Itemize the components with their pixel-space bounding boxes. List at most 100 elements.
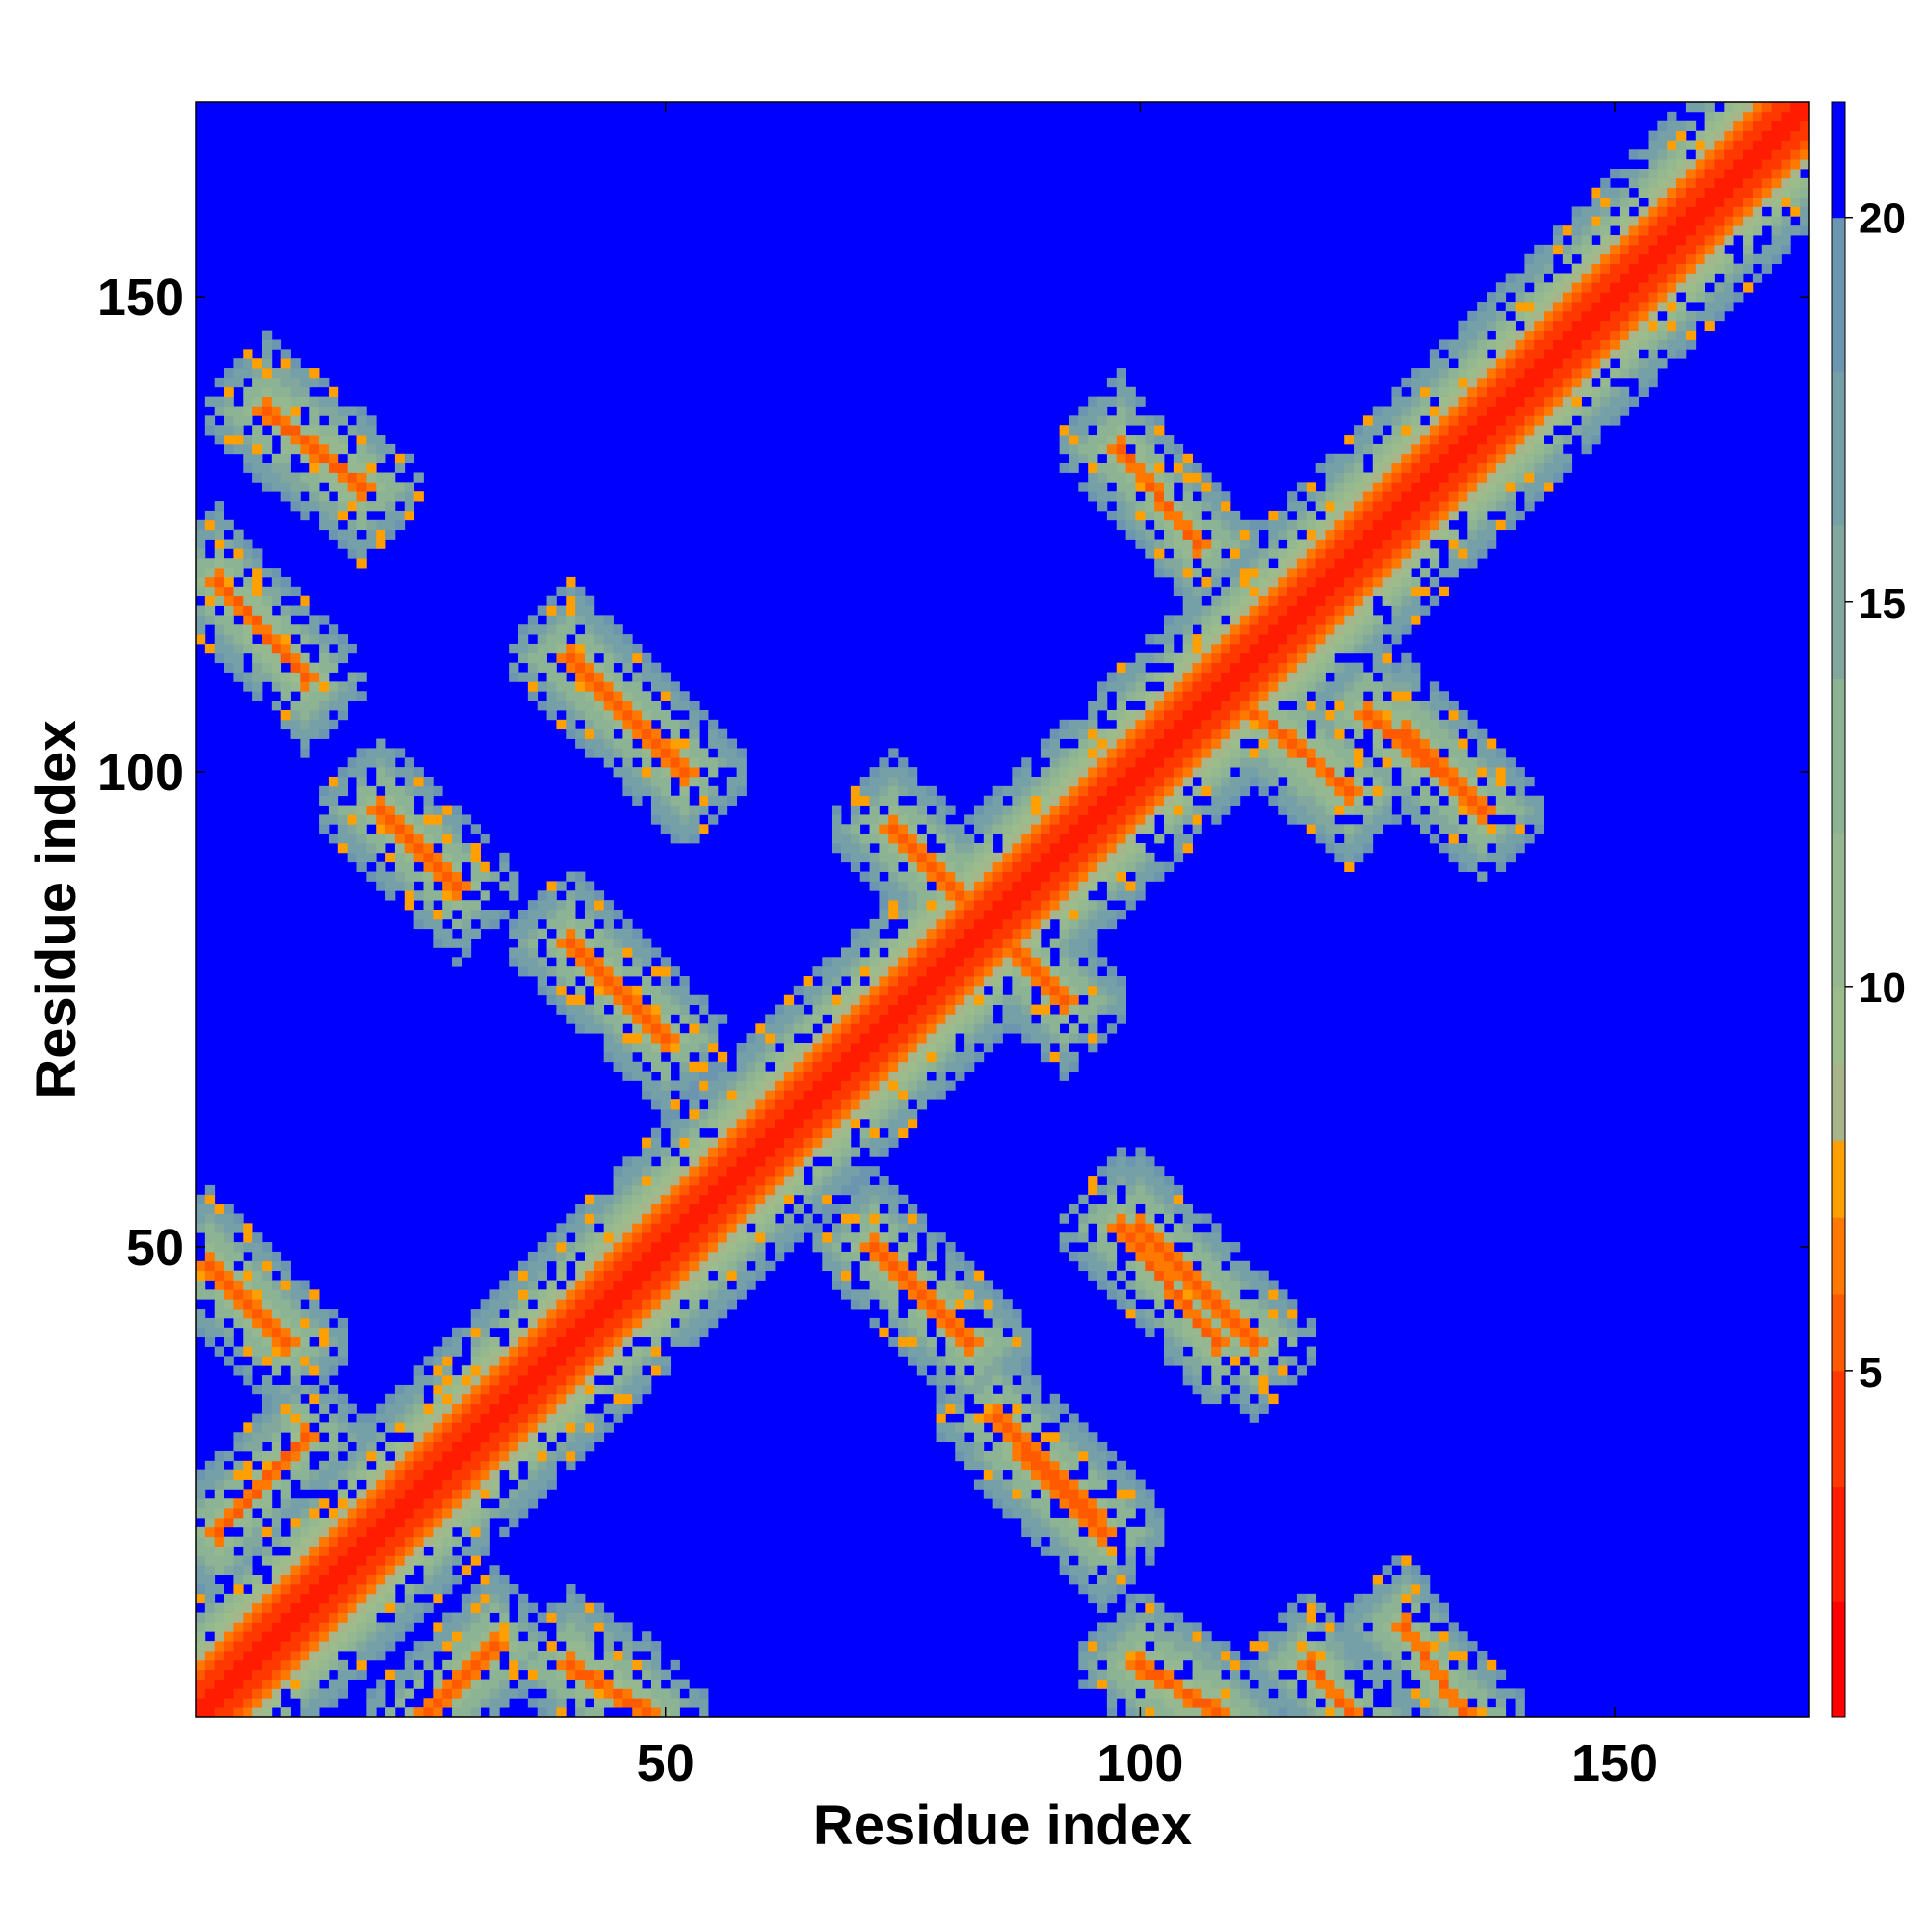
heatmap-cell xyxy=(233,1498,244,1509)
heatmap-cell xyxy=(812,1099,823,1110)
heatmap-cell xyxy=(509,1659,519,1671)
heatmap-cell xyxy=(699,1166,709,1177)
heatmap-cell xyxy=(556,1403,567,1414)
heatmap-cell xyxy=(955,1450,965,1462)
heatmap-cell xyxy=(1012,834,1022,844)
heatmap-cell xyxy=(803,1061,813,1072)
heatmap-cell xyxy=(955,985,965,996)
heatmap-cell xyxy=(907,1023,918,1034)
heatmap-cell xyxy=(955,1299,965,1310)
heatmap-cell xyxy=(955,1432,965,1442)
heatmap-cell xyxy=(347,1460,357,1471)
heatmap-cell xyxy=(594,1204,605,1214)
heatmap-cell xyxy=(888,1033,899,1044)
heatmap-cell xyxy=(679,1014,690,1024)
heatmap-cell xyxy=(1002,1422,1013,1433)
heatmap-cell xyxy=(1106,1631,1118,1642)
heatmap-cell xyxy=(328,1679,339,1689)
heatmap-cell xyxy=(337,1631,349,1642)
heatmap-cell xyxy=(812,1014,823,1024)
heatmap-cell xyxy=(347,406,357,416)
heatmap-cell xyxy=(319,463,330,473)
heatmap-cell xyxy=(936,976,946,987)
heatmap-cell xyxy=(280,386,291,398)
heatmap-cell xyxy=(252,576,263,588)
heatmap-cell xyxy=(1106,785,1118,797)
heatmap-cell xyxy=(452,814,462,825)
heatmap-cell xyxy=(1106,1156,1118,1167)
heatmap-cell xyxy=(613,1337,623,1347)
heatmap-cell xyxy=(309,406,320,416)
heatmap-cell xyxy=(841,1166,852,1177)
heatmap-cell xyxy=(1116,824,1126,834)
heatmap-cell xyxy=(319,1641,330,1652)
heatmap-cell xyxy=(337,652,349,664)
heatmap-cell xyxy=(660,691,672,701)
heatmap-cell xyxy=(765,1176,776,1186)
heatmap-cell xyxy=(1106,890,1118,901)
heatmap-cell xyxy=(726,1289,738,1300)
heatmap-cell xyxy=(1002,1356,1013,1366)
heatmap-cell xyxy=(300,377,310,388)
heatmap-cell xyxy=(670,1023,680,1034)
heatmap-cell xyxy=(1097,871,1108,882)
heatmap-cell xyxy=(983,1004,994,1015)
heatmap-cell xyxy=(1021,834,1032,844)
heatmap-cell xyxy=(499,1460,510,1471)
heatmap-cell xyxy=(603,994,614,1005)
heatmap-cell xyxy=(452,1517,462,1528)
heatmap-cell xyxy=(936,1317,946,1329)
heatmap-cell xyxy=(1116,1583,1126,1595)
heatmap-cell xyxy=(1078,985,1089,996)
heatmap-cell xyxy=(261,1498,273,1509)
heatmap-cell xyxy=(537,1707,547,1718)
heatmap-cell xyxy=(973,1023,985,1034)
heatmap-cell xyxy=(679,1051,690,1063)
heatmap-cell xyxy=(1059,976,1069,987)
heatmap-cell xyxy=(1040,776,1051,787)
heatmap-cell xyxy=(1031,814,1042,825)
heatmap-cell xyxy=(1097,415,1108,426)
heatmap-cell xyxy=(945,994,956,1005)
heatmap-cell xyxy=(1040,1043,1051,1053)
heatmap-cell xyxy=(366,463,377,473)
heatmap-cell xyxy=(699,1184,709,1196)
heatmap-cell xyxy=(955,1384,965,1395)
heatmap-cell xyxy=(1059,1422,1069,1433)
heatmap-cell xyxy=(537,1450,547,1462)
heatmap-cell xyxy=(660,994,672,1005)
heatmap-cell xyxy=(404,852,415,863)
heatmap-cell xyxy=(594,738,605,749)
heatmap-cell xyxy=(1059,928,1069,939)
heatmap-cell xyxy=(793,1223,804,1233)
heatmap-cell xyxy=(650,1099,662,1110)
heatmap-cell xyxy=(888,824,899,834)
heatmap-cell xyxy=(622,994,633,1005)
heatmap-cell xyxy=(271,1460,282,1471)
heatmap-cell xyxy=(812,966,823,977)
heatmap-cell xyxy=(337,776,349,787)
heatmap-cell xyxy=(309,435,320,445)
heatmap-cell xyxy=(755,1051,766,1063)
heatmap-cell xyxy=(670,834,680,844)
heatmap-cell xyxy=(480,834,490,844)
heatmap-cell xyxy=(224,1593,234,1604)
heatmap-cell xyxy=(1078,881,1089,891)
heatmap-cell xyxy=(243,1650,253,1661)
heatmap-cell xyxy=(622,691,633,701)
heatmap-cell xyxy=(461,814,472,825)
heatmap-cell xyxy=(1125,1498,1136,1509)
heatmap-cell xyxy=(775,1090,785,1100)
heatmap-cell xyxy=(480,1460,490,1471)
heatmap-cell xyxy=(1069,719,1079,730)
heatmap-cell xyxy=(224,519,234,531)
heatmap-cell xyxy=(793,1176,804,1186)
heatmap-cell xyxy=(1059,463,1069,473)
heatmap-cell xyxy=(243,453,253,464)
heatmap-cell xyxy=(622,1156,633,1167)
heatmap-cell xyxy=(271,1422,282,1433)
heatmap-cell xyxy=(328,425,339,436)
heatmap-cell xyxy=(566,1384,576,1395)
heatmap-cell xyxy=(290,1289,301,1300)
heatmap-cell xyxy=(499,1612,510,1623)
